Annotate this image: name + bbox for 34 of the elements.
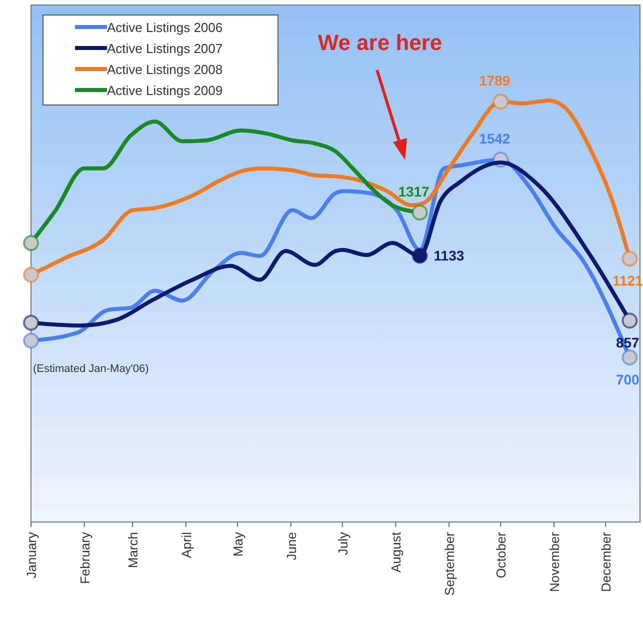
x-tick-label: September bbox=[442, 531, 458, 596]
legend-label: Active Listings 2007 bbox=[107, 41, 223, 56]
x-tick-label: November bbox=[546, 531, 562, 592]
point bbox=[23, 266, 39, 283]
x-tick-label: May bbox=[230, 532, 246, 557]
point bbox=[412, 204, 428, 221]
data-label: 1133 bbox=[434, 248, 464, 264]
point bbox=[622, 250, 638, 267]
point bbox=[622, 312, 638, 329]
x-tick-label: August bbox=[388, 532, 404, 572]
point bbox=[412, 248, 428, 264]
point bbox=[492, 94, 509, 110]
x-tick-label: December bbox=[598, 531, 614, 592]
point bbox=[622, 350, 638, 366]
data-label: 1789 bbox=[479, 72, 510, 89]
data-label: 1121 bbox=[612, 272, 643, 289]
data-label: 1317 bbox=[398, 184, 430, 200]
x-tick-label: March bbox=[126, 532, 140, 568]
data-label: 1542 bbox=[479, 130, 510, 147]
point bbox=[23, 332, 39, 349]
point bbox=[23, 314, 39, 331]
x-tick-label: April bbox=[178, 532, 194, 558]
legend-label: Active Listings 2006 bbox=[107, 20, 223, 35]
x-tick-label: January bbox=[24, 532, 39, 578]
annotation: (Estimated Jan-May'06) bbox=[33, 363, 149, 375]
annotation: We are here bbox=[318, 30, 442, 55]
legend-label: Active Listings 2009 bbox=[107, 83, 223, 98]
x-tick-label: July bbox=[335, 532, 350, 556]
x-tick-label: October bbox=[494, 531, 509, 578]
point bbox=[23, 235, 39, 252]
legend-label: Active Listings 2008 bbox=[107, 62, 223, 77]
x-tick-label: February bbox=[77, 532, 92, 584]
x-tick-label: June bbox=[284, 532, 299, 560]
data-label: 700 bbox=[616, 372, 640, 388]
